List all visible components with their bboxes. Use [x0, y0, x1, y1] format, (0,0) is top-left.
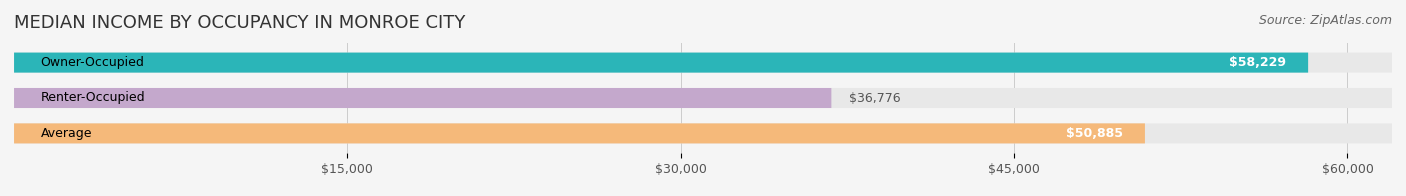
Text: Average: Average: [41, 127, 93, 140]
Text: $58,229: $58,229: [1229, 56, 1286, 69]
FancyBboxPatch shape: [14, 123, 1392, 143]
Text: Owner-Occupied: Owner-Occupied: [41, 56, 145, 69]
FancyBboxPatch shape: [14, 53, 1308, 73]
FancyBboxPatch shape: [14, 88, 831, 108]
FancyBboxPatch shape: [14, 88, 1392, 108]
FancyBboxPatch shape: [14, 123, 1144, 143]
Text: $50,885: $50,885: [1066, 127, 1123, 140]
Text: MEDIAN INCOME BY OCCUPANCY IN MONROE CITY: MEDIAN INCOME BY OCCUPANCY IN MONROE CIT…: [14, 14, 465, 32]
FancyBboxPatch shape: [14, 53, 1392, 73]
Text: Source: ZipAtlas.com: Source: ZipAtlas.com: [1258, 14, 1392, 27]
Text: $36,776: $36,776: [849, 92, 901, 104]
Text: Renter-Occupied: Renter-Occupied: [41, 92, 145, 104]
